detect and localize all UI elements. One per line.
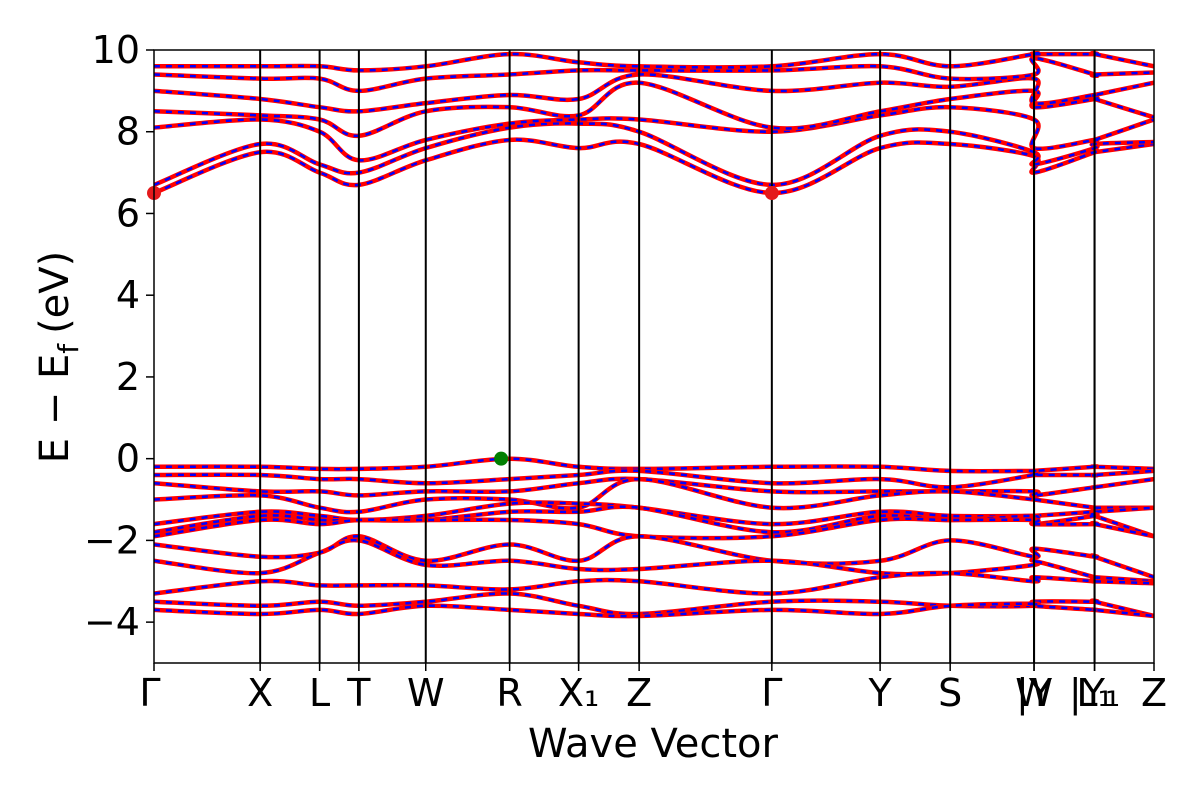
- y-tick-label: 2: [116, 355, 140, 399]
- band-line-solid: [154, 121, 1154, 188]
- band-line-solid: [154, 570, 1154, 596]
- y-tick-label: 4: [116, 273, 140, 317]
- band-line: [154, 516, 1154, 541]
- band-line: [154, 104, 1154, 163]
- band-line-solid: [154, 50, 1154, 73]
- x-tick-label: W: [1015, 671, 1053, 715]
- y-axis-label-main: E − E: [32, 354, 78, 464]
- band-line-dashed: [154, 535, 1154, 579]
- y-tick-label: 10: [92, 28, 140, 72]
- band-line-dashed: [154, 477, 1154, 514]
- band-line-dashed: [154, 105, 1154, 162]
- band-line: [154, 601, 1154, 619]
- band-line: [154, 537, 1154, 584]
- band-line-dashed: [154, 81, 1154, 138]
- band-line: [154, 534, 1154, 580]
- band-line: [154, 570, 1154, 596]
- band-line-dashed: [154, 602, 1154, 618]
- x-tick-label: Z: [1141, 671, 1167, 715]
- band-line: [154, 591, 1154, 619]
- x-tick-label: |Y: [1016, 671, 1053, 716]
- band-line: [154, 50, 1154, 73]
- x-tick-label: T: [346, 671, 371, 715]
- band-line-dashed: [154, 477, 1154, 497]
- x-tick-label: |Y₁: [1069, 671, 1120, 716]
- band-line: [154, 55, 1154, 94]
- band-line: [154, 476, 1154, 498]
- y-ticks: −4 −2 0 2 4 6 8 10: [84, 28, 154, 644]
- band-line: [154, 121, 1154, 188]
- band-line-solid: [154, 104, 1154, 163]
- band-line-dashed: [154, 457, 1154, 473]
- band-line-dashed: [154, 538, 1154, 583]
- x-tick-label: L₁: [1076, 671, 1112, 715]
- y-axis-label-subscript: f: [52, 343, 85, 354]
- band-edge-markers: [147, 186, 779, 466]
- x-tick-label: X₁: [558, 671, 599, 715]
- band-line-dashed: [154, 73, 1154, 113]
- y-tick-label: 6: [116, 191, 140, 235]
- band-line-solid: [154, 534, 1154, 580]
- band-line: [154, 137, 1154, 196]
- band-line-solid: [154, 601, 1154, 619]
- x-tick-label: Γ: [761, 671, 782, 715]
- band-line-solid: [154, 137, 1154, 196]
- band-line: [154, 456, 1154, 474]
- x-tick-label: W: [407, 671, 445, 715]
- x-axis-label: Wave Vector: [528, 721, 779, 767]
- band-line-dashed: [154, 517, 1154, 540]
- x-tick-label: S: [938, 671, 962, 715]
- y-tick-label: −4: [84, 600, 140, 644]
- band-line-dashed: [154, 122, 1154, 187]
- y-axis-label-unit: (eV): [32, 251, 78, 334]
- band-line: [154, 72, 1154, 114]
- band-line: [154, 80, 1154, 139]
- kpoint-lines: [259, 50, 1096, 663]
- band-line-dashed: [154, 592, 1154, 618]
- band-line-dashed: [154, 571, 1154, 595]
- band-line-dashed: [154, 469, 1154, 489]
- y-tick-label: −2: [84, 518, 140, 562]
- y-axis-label: E − Ef (eV): [32, 251, 85, 464]
- band-line: [154, 468, 1154, 490]
- x-tick-label: R: [496, 671, 522, 715]
- x-tick-label: Y: [868, 671, 893, 715]
- y-tick-label: 0: [116, 437, 140, 481]
- x-ticks: Γ X L T W R X₁ Z Γ Y S W|Y L₁|Y₁ Z: [139, 663, 1167, 716]
- band-line: [154, 476, 1154, 515]
- x-tick-label: Γ: [139, 671, 160, 715]
- bands-layer: [154, 50, 1154, 619]
- band-line-dashed: [154, 138, 1154, 195]
- vbm-marker: [494, 451, 509, 466]
- y-tick-label: 8: [116, 110, 140, 154]
- band-line-solid: [154, 537, 1154, 584]
- plot-frame: [153, 49, 1155, 664]
- band-line-dashed: [154, 56, 1154, 93]
- x-tick-label: L: [309, 671, 330, 715]
- band-line-dashed: [154, 51, 1154, 72]
- x-tick-label: X: [247, 671, 273, 715]
- x-tick-label: Z: [626, 671, 652, 715]
- cbm-marker: [764, 186, 779, 201]
